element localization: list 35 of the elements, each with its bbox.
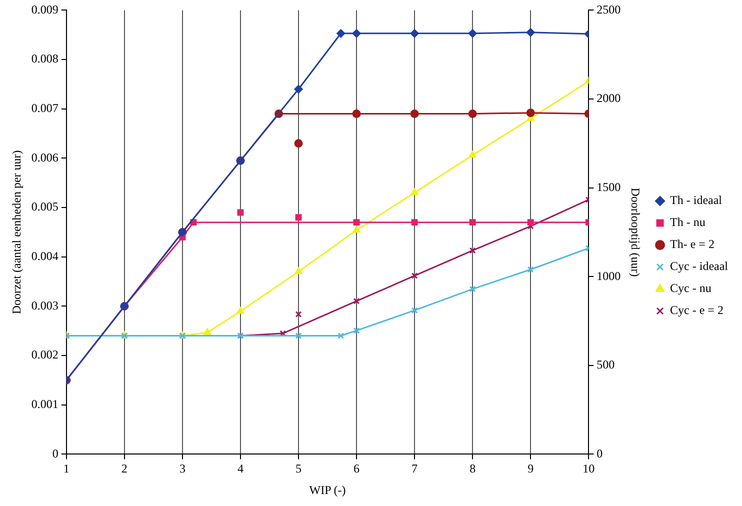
legend-label: Th- e = 2 [670,237,714,252]
y-tick-label: 0.005 [31,200,58,214]
x-tick-label: 2 [121,462,128,476]
y2-tick-label: 2000 [596,91,621,106]
legend-label: Th - nu [670,215,706,230]
x-tick-label: 5 [296,462,302,476]
x-tick-label: 1 [63,462,70,476]
x-tick-label: 9 [528,462,534,476]
y2-axis-title: Doorlooptijd (uur) [628,188,643,277]
legend-label: Th - ideaal [670,193,723,208]
x-tick-label: 10 [582,462,595,476]
legend-label: Cyc - e = 2 [670,303,724,318]
y-tick-label: 0.004 [31,249,58,264]
x-axis-title: WIP (-) [309,482,346,497]
y-tick-label: 0.003 [31,298,58,312]
y2-tick-label: 1000 [596,268,621,283]
y-tick-label: 0.001 [31,397,58,412]
y2-tick-label: 2500 [596,2,621,16]
x-tick-label: 6 [354,462,360,476]
x-tick-label: 3 [179,462,186,476]
y-tick-label: 0.008 [31,52,58,66]
y-tick-label: 0 [52,446,58,460]
x-tick-label: 7 [412,462,418,476]
y2-tick-label: 1500 [596,180,621,194]
y2-tick-label: 0 [596,446,603,460]
y-tick-label: 0.007 [31,101,58,116]
y-axis-title: Doorzet (aantal eenheden per uur) [9,150,24,314]
y-tick-label: 0.006 [31,150,58,164]
y-tick-label: 0.009 [31,2,58,16]
legend-label: Cyc - ideaal [670,259,729,274]
y2-tick-label: 500 [596,358,615,372]
y-tick-label: 0.002 [31,348,58,362]
x-tick-label: 8 [470,462,476,476]
x-tick-label: 4 [237,462,244,476]
legend-label: Cyc - nu [670,281,712,296]
